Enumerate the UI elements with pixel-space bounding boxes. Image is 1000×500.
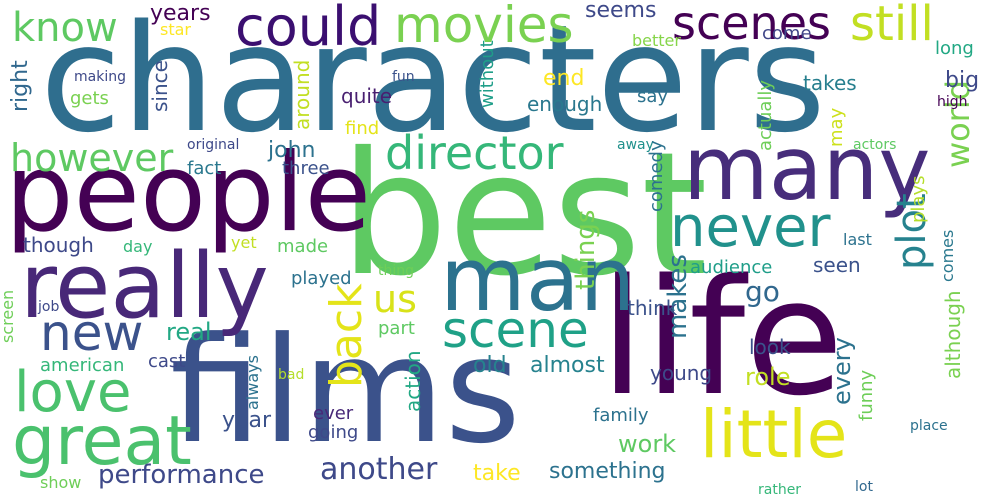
word-action: action [401,350,425,412]
word-without: without [477,40,498,108]
word-better: better [632,31,681,50]
word-every: every [828,337,856,405]
word-audience: audience [690,257,773,278]
word-best: best [340,116,708,314]
word-although: although [941,290,965,379]
word-fun: fun [392,69,415,85]
word-characters: characters [40,0,826,165]
word-comes: comes [938,229,957,282]
word-look: look [749,335,791,359]
word-seems: seems [585,0,657,23]
word-could: could [235,0,382,58]
word-original: original [187,137,240,153]
word-screen: screen [0,289,17,343]
word-away: away [617,137,654,153]
word-thing: thing [378,263,415,279]
word-though: though [23,233,94,257]
word-around: around [290,59,314,130]
word-comedy: comedy [646,140,667,212]
word-ever: ever [313,403,354,424]
word-new: new [40,304,144,362]
word-funny: funny [856,369,877,421]
word-scene: scene [442,301,589,359]
word-however: however [10,136,174,180]
word-may: may [826,107,847,147]
word-know: know [12,5,118,51]
word-almost: almost [530,353,605,378]
word-man: man [440,228,636,331]
word-say: say [637,86,669,107]
word-job: job [38,299,60,315]
word-life: life [600,244,844,431]
word-go: go [745,275,780,308]
word-things: things [571,209,601,290]
word-place: place [910,418,948,434]
word-show: show [40,473,82,492]
word-young: young [650,361,713,385]
word-films: films [170,306,521,476]
word-great: great [12,402,192,481]
word-seen: seen [813,253,861,277]
word-cast: cast [148,351,186,372]
word-scenes: scenes [672,0,831,50]
word-family: family [593,405,649,426]
word-plays: plays [908,175,929,224]
word-actually: actually [755,79,776,151]
word-little: little [700,396,848,473]
word-people: people [5,131,372,256]
word-star: star [160,20,191,39]
word-year: year [222,408,272,433]
word-played: played [291,268,352,289]
word-yet: yet [231,233,257,252]
word-love: love [14,360,132,425]
word-real: real [166,318,212,346]
word-high: high [937,94,968,110]
word-since: since [148,60,172,112]
word-come: come [762,23,812,44]
word-day: day [123,237,153,256]
word-made: made [277,236,329,257]
word-lot: lot [855,479,873,495]
word-old: old [473,353,507,378]
word-part: part [378,318,415,339]
word-fact: fact [187,158,222,179]
word-still: still [850,0,934,52]
word-american: american [40,355,125,376]
word-going: going [308,422,359,443]
word-rather: rather [758,482,802,498]
word-back: back [321,283,372,388]
word-never: never [670,195,831,260]
word-performance: performance [98,460,265,490]
word-movies: movies [394,0,574,54]
word-director: director [385,126,564,180]
word-john: john [268,138,316,163]
word-take: take [473,461,521,486]
word-enough: enough [527,92,603,116]
word-always: always [243,355,262,410]
word-us: us [373,277,417,321]
word-big: big [945,68,980,93]
word-role: role [745,363,791,391]
word-end: end [543,66,585,91]
word-takes: takes [803,71,857,95]
word-gets: gets [70,88,109,109]
word-another: another [320,452,438,487]
word-bad: bad [278,367,305,383]
word-actors: actors [853,137,897,153]
word-three: three [282,158,330,179]
word-last: last [843,230,872,249]
word-years: years [150,1,211,26]
word-work: work [618,430,677,458]
word-think: think [627,296,678,320]
word-many: many [683,117,931,220]
word-quite: quite [341,84,393,108]
word-making: making [74,69,126,85]
word-something: something [549,459,666,484]
word-right: right [8,60,33,112]
word-find: find [345,118,380,139]
word-long: long [935,38,974,59]
word-really: really [20,234,269,339]
